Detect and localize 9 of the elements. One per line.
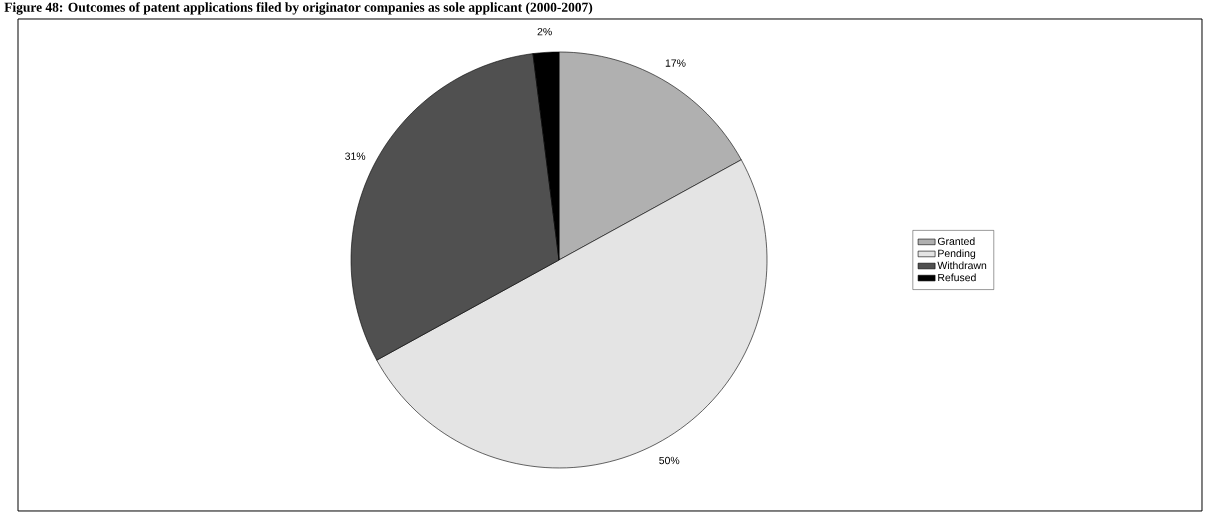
data-label: 31% xyxy=(345,152,366,160)
data-label: 50% xyxy=(659,456,680,465)
chart-title: Figure 48: Outcomes of patent applications filed by originator companies as sole applicant (2000-2007) xyxy=(4,2,593,15)
legend-label: Withdrawn xyxy=(937,261,987,270)
legend-label: Granted xyxy=(937,237,975,246)
legend-label: Refused xyxy=(938,273,976,282)
data-label: 2% xyxy=(537,27,552,36)
data-label: 17% xyxy=(665,59,686,67)
legend-label: Pending xyxy=(938,249,976,260)
